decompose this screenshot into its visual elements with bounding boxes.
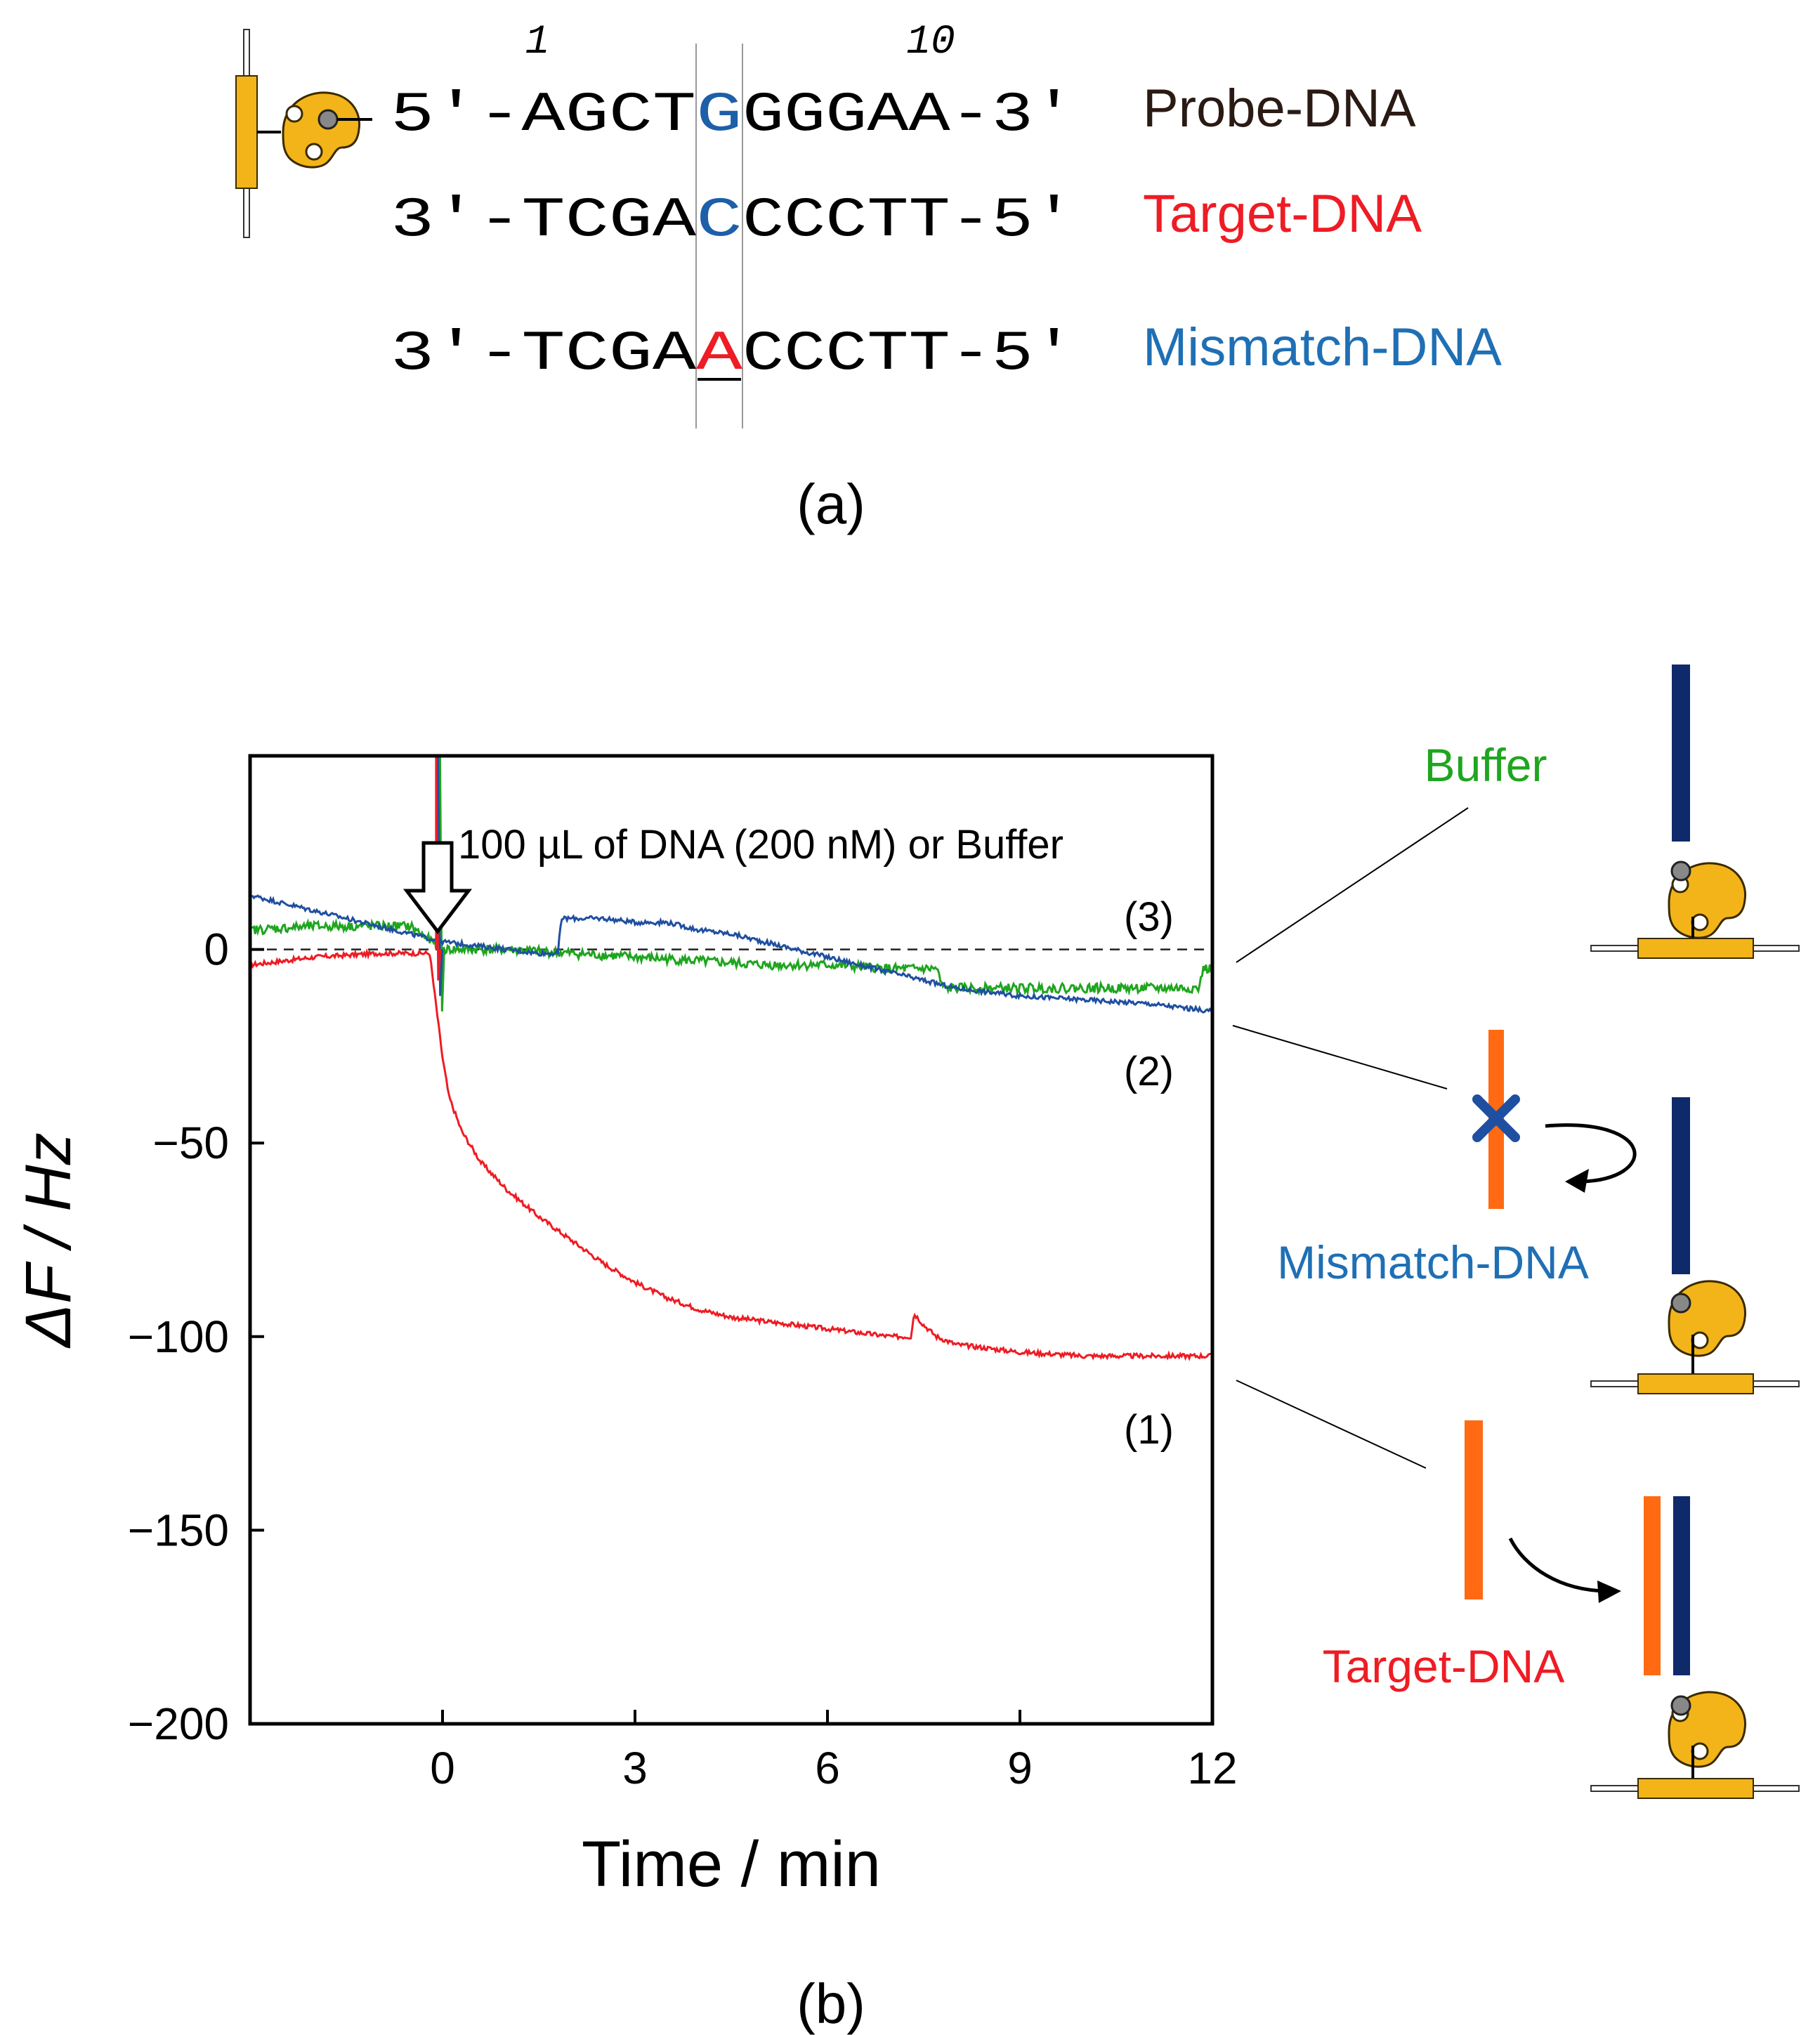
leader-line-target (1236, 1380, 1427, 1469)
probe-sequence-suffix: GGGAA-3' (742, 84, 1075, 148)
series-line-target-dna (250, 948, 1212, 1361)
y-tick-label: −100 (128, 1311, 229, 1362)
mismatch-dna-label: Mismatch-DNA (1143, 318, 1502, 377)
schematic-buffer-label: Buffer (1425, 739, 1547, 791)
position-number-10: 10 (906, 20, 955, 65)
series-line-buffer (250, 917, 1212, 996)
target-sequence-suffix: CCCTT-5' (742, 189, 1075, 253)
target-sequence-prefix: 3'-TCGA (391, 189, 696, 253)
mismatch-sequence-prefix: 3'-TCGA (391, 322, 696, 386)
leader-line-buffer (1236, 807, 1469, 963)
probe-anchor-icon (235, 29, 372, 238)
target-hybridization-icon (1465, 1420, 1800, 1799)
curve-label-2: (2) (1124, 1049, 1174, 1094)
x-axis: 0 3 6 9 12 (430, 1710, 1238, 1793)
probe-sequence-prefix: 5'-AGCT (391, 84, 696, 148)
target-dna-label: Target-DNA (1143, 184, 1422, 244)
x-tick-label: 12 (1187, 1743, 1237, 1793)
panel-b-caption: (b) (797, 1972, 865, 2035)
schematic-target-label: Target-DNA (1323, 1640, 1565, 1692)
x-axis-title: Time / min (582, 1828, 881, 1900)
x-tick-label: 0 (430, 1743, 455, 1793)
mismatch-sequence-mismatch-base: A (696, 322, 742, 386)
y-axis: 0 −50 −100 −150 −200 (128, 924, 264, 1749)
y-axis-title: ΔF / Hz (13, 1132, 84, 1348)
x-tick-label: 3 (622, 1743, 648, 1793)
curve-label-3: (3) (1124, 894, 1174, 940)
injection-arrow-icon (402, 841, 473, 935)
position-number-1: 1 (525, 20, 550, 65)
probe-dna-label: Probe-DNA (1143, 79, 1416, 138)
probe-on-surface-icon (1590, 665, 1800, 959)
y-tick-label: 0 (204, 924, 229, 975)
leader-line-mismatch (1232, 1025, 1448, 1090)
panel-b-chart: 0 −50 −100 −150 −200 0 3 6 9 12 Time / min ΔF / … (13, 754, 1238, 2035)
y-tick-label: −200 (128, 1699, 229, 1749)
schematic: Buffer Mismatch-DNA Target-DNA (1232, 665, 1800, 1799)
target-sequence: 3'-TCGA C CCCTT-5' Target-DNA (391, 184, 1422, 253)
panel-a-caption: (a) (797, 473, 865, 535)
curve-label-1: (1) (1124, 1407, 1174, 1453)
plot-frame (248, 754, 1215, 1726)
injection-annotation: 100 µL of DNA (200 nM) or Buffer (458, 822, 1063, 868)
mismatch-no-binding-icon (1472, 1030, 1800, 1394)
y-tick-label: −150 (128, 1505, 229, 1555)
x-tick-label: 6 (815, 1743, 840, 1793)
schematic-mismatch-label: Mismatch-DNA (1277, 1236, 1589, 1288)
panel-a: 1 10 5'-AGCT G GGGAA-3' Probe-DNA 3'-TCG… (235, 20, 1502, 535)
probe-sequence-mismatch-base: G (696, 84, 742, 148)
target-sequence-match-base: C (696, 189, 742, 253)
mismatch-sequence-suffix: CCCTT-5' (742, 322, 1075, 386)
mismatch-sequence: 3'-TCGA A CCCTT-5' Mismatch-DNA (391, 318, 1502, 386)
series-line-mismatch-dna (250, 893, 1212, 1014)
y-tick-label: −50 (152, 1118, 229, 1168)
probe-sequence: 5'-AGCT G GGGAA-3' Probe-DNA (391, 79, 1416, 148)
x-tick-label: 9 (1007, 1743, 1033, 1793)
